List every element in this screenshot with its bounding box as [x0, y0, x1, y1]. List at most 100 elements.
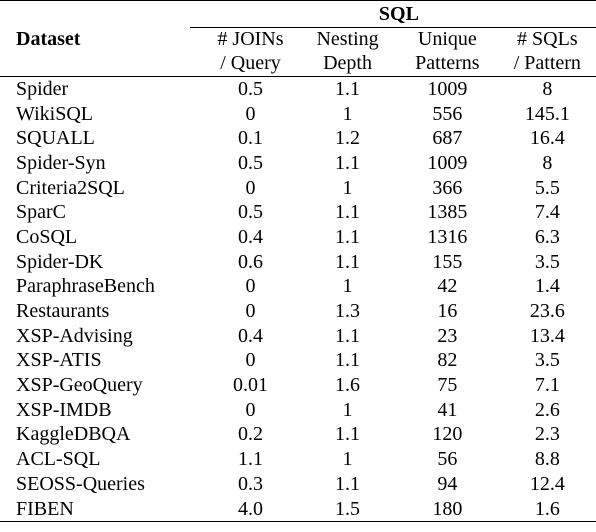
unique-patterns-cell: 82 — [437, 349, 458, 372]
joins-header-line2: / Query — [220, 52, 281, 75]
dataset-name-cell: XSP-GeoQuery — [16, 374, 143, 397]
nesting-depth-cell: 1.6 — [335, 374, 361, 397]
sqls-per-pattern-cell: 8 — [498, 75, 596, 102]
nesting-depth-cell: 1.1 — [335, 349, 361, 372]
table-row: Criteria2SQL 0 1 366 5.5 — [0, 176, 596, 201]
unique-patterns-cell: 687 — [432, 127, 463, 150]
dataset-header: Dataset — [16, 27, 81, 50]
sqls-per-pattern-cell: 8 — [542, 151, 553, 174]
dataset-name-cell: XSP-Advising — [16, 324, 133, 347]
table-row: Spider 0.5 1.1 1009 8 — [0, 75, 596, 102]
sqls-per-pattern-cell: 8.8 — [534, 448, 560, 471]
joins-per-query-cell: 0 — [245, 176, 256, 199]
dataset-name-cell: Spider-DK — [16, 250, 104, 273]
joins-per-query-cell: 0 — [245, 102, 256, 125]
sqls-per-pattern-cell: 1.6 — [534, 497, 560, 520]
dataset-name-cell: XSP-ATIS — [16, 349, 102, 372]
sql-group-underline — [190, 27, 596, 28]
joins-per-query-cell: 0.3 — [237, 472, 263, 495]
sqls-per-pattern-cell: 3.5 — [534, 250, 560, 273]
nesting-depth-cell: 1.1 — [335, 151, 361, 174]
sqls-per-pattern-cell: 2.6 — [534, 398, 560, 421]
dataset-name-cell: XSP-IMDB — [16, 398, 112, 421]
unique-patterns-cell: 1385 — [427, 201, 468, 224]
dataset-name-cell: SEOSS-Queries — [16, 472, 145, 495]
nesting-header-line1: Nesting — [316, 27, 379, 50]
dataset-name-cell: ACL-SQL — [16, 448, 101, 471]
header-row-line1: Dataset # JOINs Nesting Unique # SQLs — [0, 27, 596, 52]
dataset-name-cell: ParaphraseBench — [16, 275, 155, 298]
table-row: SEOSS-Queries 0.3 1.1 94 12.4 — [0, 472, 596, 497]
joins-header-line1: # JOINs — [217, 27, 284, 50]
unique-patterns-cell: 120 — [432, 423, 463, 446]
sqls-per-pattern-cell: 23.6 — [529, 300, 565, 323]
joins-per-query-cell: 0.5 — [201, 75, 300, 102]
nesting-depth-cell: 1.3 — [335, 300, 361, 323]
sqls-per-pattern-cell: 5.5 — [534, 176, 560, 199]
dataset-name-cell: Spider-Syn — [16, 151, 106, 174]
nesting-header-line2: Depth — [323, 52, 372, 75]
nesting-depth-cell: 1.1 — [335, 472, 361, 495]
sql-group-label: SQL — [378, 3, 419, 25]
patterns-header-line2: Patterns — [415, 52, 480, 75]
dataset-header-spacer — [0, 51, 202, 76]
unique-patterns-cell: 75 — [437, 374, 458, 397]
unique-patterns-cell: 1009 — [427, 151, 468, 174]
unique-patterns-cell: 56 — [437, 448, 458, 471]
nesting-depth-cell: 1.1 — [335, 201, 361, 224]
sqls-per-pattern-cell: 16.4 — [529, 127, 565, 150]
unique-patterns-cell: 41 — [437, 398, 458, 421]
unique-patterns-cell: 94 — [437, 472, 458, 495]
nesting-depth-cell: 1 — [342, 275, 353, 298]
table-row: XSP-IMDB 0 1 41 2.6 — [0, 398, 596, 423]
unique-patterns-cell: 16 — [437, 300, 458, 323]
nesting-depth-cell: 1 — [342, 176, 353, 199]
dataset-name-cell: KaggleDBQA — [16, 423, 131, 446]
nesting-depth-cell: 1 — [342, 102, 353, 125]
table-body: Spider 0.5 1.1 1009 8 WikiSQL 0 1 556 145.1 SQUALL… — [0, 75, 596, 522]
sqls-per-pattern-cell: 13.4 — [529, 324, 565, 347]
table-row: Restaurants 0 1.3 16 23.6 — [0, 299, 596, 324]
joins-per-query-cell: 4.0 — [237, 497, 263, 520]
table-row: XSP-ATIS 0 1.1 82 3.5 — [0, 348, 596, 373]
joins-per-query-cell: 0.1 — [237, 127, 263, 150]
nesting-depth-cell: 1.1 — [335, 225, 361, 248]
joins-per-query-cell: 0 — [245, 398, 256, 421]
joins-per-query-cell: 0 — [245, 349, 256, 372]
nesting-depth-cell: 1.2 — [335, 127, 361, 150]
sqls-per-pattern-cell: 2.3 — [534, 423, 560, 446]
patterns-header-line1: Unique — [417, 27, 477, 50]
nesting-depth-cell: 1.1 — [299, 75, 397, 102]
sqls-per-pattern-cell: 12.4 — [529, 472, 565, 495]
joins-per-query-cell: 0.4 — [237, 324, 263, 347]
sqls-per-pattern-cell: 7.4 — [534, 201, 560, 224]
table-row: SparC 0.5 1.1 1385 7.4 — [0, 200, 596, 225]
joins-per-query-cell: 0 — [245, 275, 256, 298]
table-row: WikiSQL 0 1 556 145.1 — [0, 101, 596, 126]
joins-per-query-cell: 0.01 — [232, 374, 268, 397]
header-empty-cell — [0, 1, 202, 27]
table-row: Spider-Syn 0.5 1.1 1009 8 — [0, 151, 596, 176]
table-row: ACL-SQL 1.1 1 56 8.8 — [0, 447, 596, 472]
dataset-name-cell: Spider — [0, 75, 202, 102]
unique-patterns-cell: 366 — [432, 176, 463, 199]
dataset-name-cell: CoSQL — [16, 225, 78, 248]
nesting-depth-cell: 1.1 — [335, 250, 361, 273]
unique-patterns-cell: 556 — [432, 102, 463, 125]
sqls-header-line1: # SQLs — [517, 27, 578, 50]
unique-patterns-cell: 23 — [437, 324, 458, 347]
sqls-header-line2: / Pattern — [513, 52, 581, 75]
joins-per-query-cell: 0.4 — [237, 225, 263, 248]
sql-group-header: SQL — [202, 1, 596, 27]
joins-per-query-cell: 0.5 — [237, 151, 263, 174]
table-row: XSP-GeoQuery 0.01 1.6 75 7.1 — [0, 373, 596, 398]
table-row: ParaphraseBench 0 1 42 1.4 — [0, 274, 596, 299]
nesting-depth-cell: 1.1 — [335, 423, 361, 446]
nesting-depth-cell: 1 — [342, 448, 353, 471]
dataset-name-cell: FIBEN — [16, 497, 74, 520]
joins-per-query-cell: 0.2 — [237, 423, 263, 446]
nesting-depth-cell: 1 — [342, 398, 353, 421]
joins-per-query-cell: 0 — [245, 300, 256, 323]
unique-patterns-cell: 1009 — [396, 75, 499, 102]
